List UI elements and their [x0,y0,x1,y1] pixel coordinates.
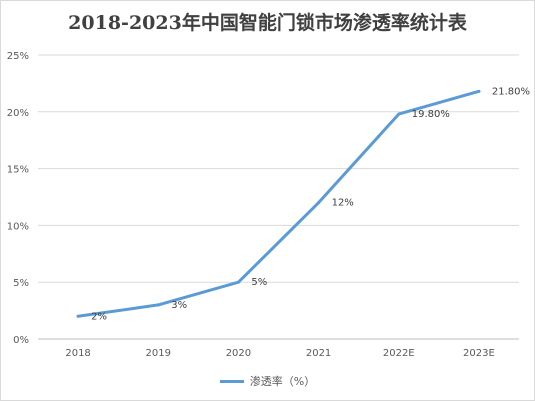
chart-title: 2018-2023年中国智能门锁市场渗透率统计表 [68,12,467,34]
y-tick-label: 0% [13,335,29,346]
data-point [397,112,401,116]
data-label: 12% [332,198,354,209]
x-tick-label: 2018 [65,348,90,359]
y-tick-label: 25% [7,51,29,62]
x-tick-label: 2022E [383,348,415,359]
data-point [156,303,160,307]
x-tick-label: 2019 [146,348,171,359]
data-point [477,89,481,93]
y-tick-label: 10% [7,221,29,232]
data-label: 19.80% [412,109,450,120]
y-tick-label: 20% [7,108,29,119]
data-label: 2% [91,311,107,322]
data-label: 3% [171,300,187,311]
legend-label: 渗透率（%） [249,375,316,388]
data-point [76,314,80,318]
x-tick-label: 2021 [306,348,331,359]
data-point [236,280,240,284]
chart-legend[interactable]: 渗透率（%） [0,373,535,389]
y-tick-label: 15% [7,165,29,176]
data-label: 5% [251,277,267,288]
x-tick-label: 2023E [463,348,495,359]
series-line [76,89,481,318]
y-tick-label: 5% [13,278,29,289]
data-label: 21.80% [492,86,530,97]
data-point [317,201,321,205]
legend-line-swatch [219,379,244,383]
x-tick-label: 2020 [226,348,251,359]
